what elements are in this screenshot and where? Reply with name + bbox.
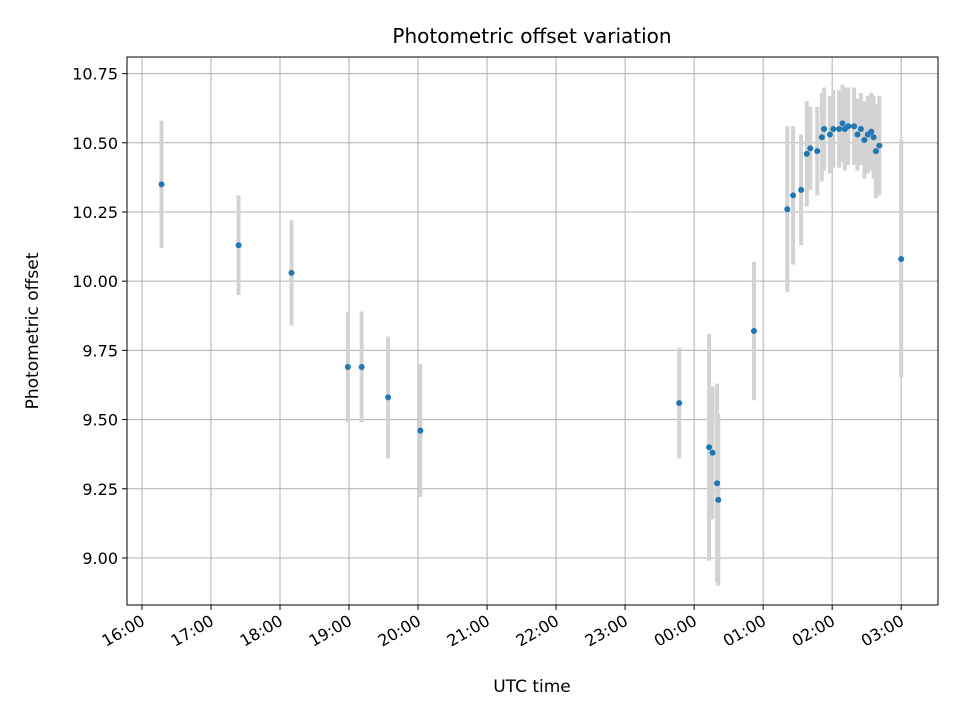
y-tick-label: 10.25 bbox=[72, 203, 118, 222]
x-tick-label: 19:00 bbox=[306, 611, 355, 651]
data-point bbox=[417, 427, 424, 434]
data-point bbox=[898, 256, 905, 263]
x-tick-label: 02:00 bbox=[789, 611, 838, 651]
y-tick-label: 9.50 bbox=[82, 411, 118, 430]
data-point bbox=[845, 123, 852, 130]
data-point bbox=[714, 480, 721, 487]
x-axis-label: UTC time bbox=[493, 677, 571, 697]
data-point bbox=[861, 137, 868, 144]
data-point bbox=[872, 148, 879, 155]
data-point bbox=[798, 186, 805, 193]
chart-title: Photometric offset variation bbox=[392, 24, 671, 48]
data-points bbox=[158, 120, 905, 503]
data-point bbox=[839, 120, 846, 127]
data-point bbox=[830, 125, 837, 132]
x-tick-label: 01:00 bbox=[720, 611, 769, 651]
data-point bbox=[344, 363, 351, 370]
y-axis-label: Photometric offset bbox=[23, 252, 43, 409]
data-point bbox=[385, 394, 392, 401]
data-point bbox=[854, 131, 861, 138]
data-point bbox=[826, 131, 833, 138]
data-point bbox=[836, 125, 843, 132]
data-point bbox=[803, 150, 810, 157]
x-axis: 16:00 17:00 18:00 19:00 20:00 21:00 22:00 23:00… bbox=[99, 605, 907, 651]
data-point bbox=[814, 148, 821, 155]
data-point bbox=[818, 134, 825, 141]
data-point bbox=[870, 134, 877, 141]
error-bars bbox=[159, 84, 904, 586]
data-point bbox=[784, 206, 791, 213]
y-tick-label: 9.75 bbox=[82, 341, 118, 360]
data-point bbox=[158, 181, 165, 188]
x-tick-label: 22:00 bbox=[513, 611, 562, 651]
x-tick-label: 23:00 bbox=[582, 611, 631, 651]
x-tick-label: 00:00 bbox=[651, 611, 700, 651]
data-point bbox=[750, 328, 757, 334]
data-point bbox=[709, 449, 716, 456]
x-tick-label: 03:00 bbox=[858, 611, 907, 651]
data-point bbox=[821, 125, 828, 132]
data-point bbox=[288, 269, 295, 276]
data-point bbox=[706, 444, 713, 451]
plot-area bbox=[126, 56, 939, 606]
data-point bbox=[807, 145, 814, 152]
y-tick-label: 10.50 bbox=[72, 134, 118, 153]
data-point bbox=[715, 496, 722, 503]
x-tick-label: 21:00 bbox=[444, 611, 493, 651]
data-point bbox=[235, 242, 242, 249]
y-tick-label: 9.25 bbox=[82, 480, 118, 499]
data-point bbox=[358, 363, 365, 370]
data-point bbox=[790, 192, 797, 199]
x-tick-label: 18:00 bbox=[237, 611, 286, 651]
data-point bbox=[857, 125, 864, 132]
data-point bbox=[868, 128, 875, 135]
data-point bbox=[876, 142, 883, 149]
data-point bbox=[851, 123, 858, 130]
x-tick-label: 20:00 bbox=[375, 611, 424, 651]
data-point bbox=[676, 399, 683, 406]
x-tick-label: 16:00 bbox=[99, 611, 148, 651]
y-axis: 9.00 9.25 9.50 9.75 10.00 10.25 10.50 10.75 bbox=[72, 65, 127, 568]
y-tick-label: 10.00 bbox=[72, 272, 118, 291]
x-tick-label: 17:00 bbox=[168, 611, 217, 651]
y-tick-label: 10.75 bbox=[72, 65, 118, 84]
y-tick-label: 9.00 bbox=[82, 549, 118, 568]
